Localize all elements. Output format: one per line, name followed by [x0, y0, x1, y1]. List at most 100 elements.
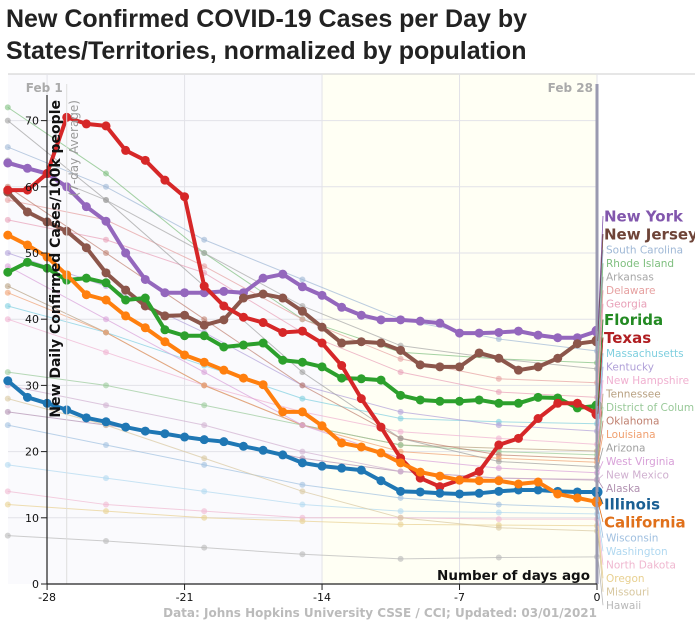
data-point: [553, 353, 563, 363]
series-label: Oklahoma: [606, 416, 659, 428]
data-point: [121, 311, 131, 321]
series-label: Missouri: [606, 587, 649, 599]
data-point: [495, 435, 502, 442]
data-point: [297, 282, 307, 292]
label-leader-line: [597, 337, 604, 414]
data-point: [474, 488, 484, 498]
data-point: [533, 392, 543, 402]
data-point: [81, 243, 91, 253]
data-point: [495, 458, 502, 465]
data-point: [495, 524, 502, 531]
data-point: [415, 316, 425, 326]
data-point: [356, 394, 366, 404]
series-label: Delaware: [606, 285, 655, 297]
data-point: [376, 375, 386, 385]
axes: Feb 1 Feb 28 0 10 20 30 40 50 60 70 -28 -21 -14 -7 0: [25, 81, 601, 604]
y-tick-label: 0: [32, 578, 39, 591]
label-leader-line: [597, 290, 604, 383]
data-point: [103, 250, 109, 256]
data-point: [494, 440, 504, 450]
data-point: [317, 362, 327, 372]
data-point: [101, 216, 111, 226]
data-point: [160, 311, 170, 321]
data-point: [356, 465, 366, 475]
x-tick-label: 0: [594, 591, 601, 604]
series-label: Tennessee: [605, 389, 661, 401]
data-point: [435, 471, 445, 481]
chart-title: New Confirmed COVID-19 Cases per Day by …: [6, 5, 527, 65]
data-point: [199, 320, 209, 330]
data-point: [103, 316, 109, 323]
data-point: [376, 338, 386, 348]
data-point: [199, 281, 209, 291]
data-point: [101, 295, 111, 305]
series-label: Illinois: [604, 495, 660, 513]
data-point: [4, 104, 11, 111]
series-label: Washington: [606, 546, 668, 558]
data-point: [201, 488, 208, 495]
data-point: [103, 183, 109, 190]
data-point: [397, 514, 404, 521]
data-point: [435, 488, 445, 498]
data-point: [495, 389, 502, 396]
data-point: [397, 355, 404, 362]
series-label: South Carolina: [606, 245, 683, 257]
label-leader-line: [597, 434, 604, 463]
data-point: [415, 467, 425, 477]
series-label: New Hampshire: [606, 375, 689, 387]
label-leader-line: [597, 215, 604, 332]
data-point: [495, 554, 502, 561]
data-point: [317, 421, 327, 431]
data-point: [3, 267, 13, 277]
data-point: [4, 501, 11, 508]
data-point: [238, 340, 248, 350]
data-point: [103, 170, 109, 177]
data-point: [22, 392, 32, 402]
data-point: [219, 342, 229, 352]
data-point: [455, 362, 465, 372]
data-point: [199, 357, 209, 367]
data-point: [299, 481, 306, 488]
data-point: [396, 458, 406, 468]
series-label: New York: [604, 207, 684, 225]
data-point: [317, 290, 327, 300]
label-leader-line: [597, 556, 604, 606]
data-point: [4, 250, 11, 256]
data-point: [258, 318, 268, 328]
series-label: Louisiana: [606, 429, 656, 441]
data-point: [572, 398, 582, 408]
label-leader-line: [597, 513, 604, 552]
data-point: [4, 144, 11, 151]
data-point: [396, 315, 406, 325]
data-point: [553, 398, 563, 408]
data-point: [180, 331, 190, 341]
label-leader-line: [597, 447, 604, 467]
series-label: Texas: [604, 329, 651, 347]
data-point: [553, 333, 563, 343]
series-label: Arizona: [606, 443, 645, 455]
data-point: [299, 369, 306, 376]
data-point: [140, 426, 150, 436]
data-point: [533, 414, 543, 423]
data-point: [201, 422, 208, 429]
data-point: [494, 476, 504, 486]
data-point: [533, 362, 543, 372]
data-point: [455, 396, 465, 406]
data-point: [101, 417, 111, 427]
label-leader-line: [597, 479, 604, 489]
data-point: [415, 487, 425, 497]
data-point: [4, 369, 11, 376]
data-point: [299, 551, 306, 558]
data-point: [299, 382, 306, 389]
data-point: [435, 396, 445, 406]
series-label: Massachusetts: [606, 348, 684, 360]
data-point: [219, 301, 229, 311]
data-point: [337, 438, 347, 448]
y-axis-sublabel: (7-day Average): [67, 100, 81, 197]
data-point: [201, 382, 208, 389]
data-point: [22, 207, 32, 217]
data-point: [397, 408, 404, 415]
data-point: [278, 327, 288, 337]
series-label: New Mexico: [606, 470, 669, 482]
